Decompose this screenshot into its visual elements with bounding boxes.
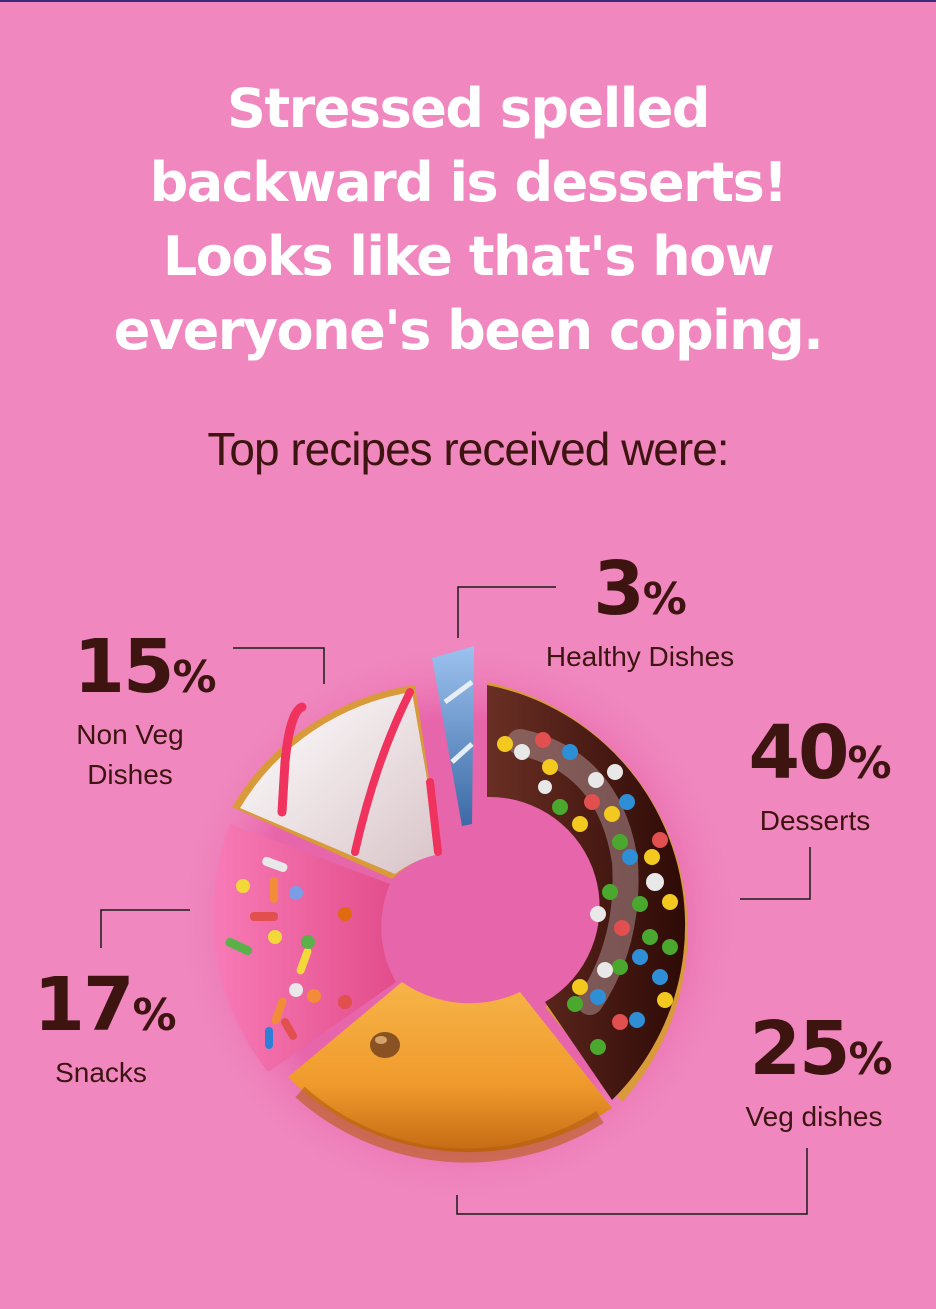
headline-line-2: backward is desserts! <box>149 151 788 214</box>
leader-line-veg <box>456 1148 808 1215</box>
headline-line-3: Looks like that's how <box>162 225 775 288</box>
veg-percent: 25% <box>749 1006 893 1092</box>
leader-line-snacks <box>100 909 190 948</box>
desserts-category: Desserts <box>759 805 871 836</box>
headline-line-4: everyone's been coping. <box>113 299 824 362</box>
snack-sprinkles <box>225 856 352 1049</box>
slice-desserts <box>487 682 688 1102</box>
label-veg-dishes: 25% Veg dishes <box>726 1012 916 1137</box>
leader-line-healthy <box>457 586 556 638</box>
healthy-category: Healthy Dishes <box>545 641 735 672</box>
nut-topping <box>370 1032 400 1058</box>
snacks-category: Snacks <box>55 1057 147 1088</box>
snacks-percent: 17% <box>33 962 177 1048</box>
slice-veg-dishes <box>288 982 612 1163</box>
leader-lines <box>100 586 811 1215</box>
non-veg-category-line-2: Dishes <box>87 759 173 790</box>
desserts-percent: 40% <box>748 710 892 796</box>
chart-title: Top recipes received were: <box>207 423 729 475</box>
sprinkles <box>497 732 678 1055</box>
leader-line-non-veg <box>233 647 325 684</box>
label-snacks: 17% Snacks <box>10 968 200 1093</box>
label-desserts: 40% Desserts <box>720 716 920 841</box>
slice-non-veg-dishes <box>232 685 442 879</box>
non-veg-percent: 15% <box>73 624 217 710</box>
healthy-percent: 3% <box>593 546 687 632</box>
headline: Stressed spelled backward is desserts! L… <box>0 72 936 368</box>
label-non-veg-dishes: 15% Non Veg Dishes <box>50 630 240 795</box>
slice-healthy-dishes <box>432 646 474 826</box>
veg-category: Veg dishes <box>745 1101 883 1132</box>
slice-snacks <box>213 824 396 1072</box>
leader-line-desserts <box>740 847 811 900</box>
label-healthy-dishes: 3% Healthy Dishes <box>520 552 760 677</box>
headline-line-1: Stressed spelled <box>226 77 711 140</box>
non-veg-category-line-1: Non Veg <box>76 719 184 750</box>
